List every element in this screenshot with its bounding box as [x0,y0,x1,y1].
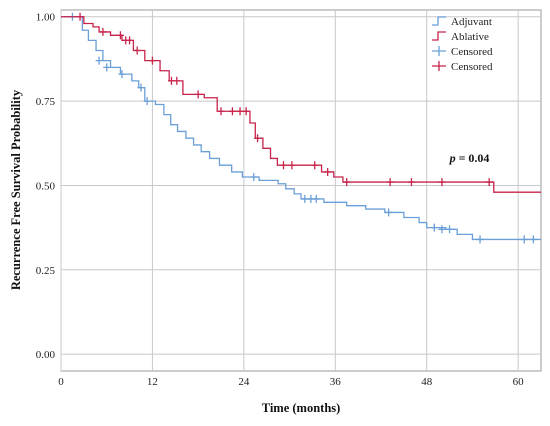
grid [60,10,541,371]
legend-label: Censored [451,61,493,73]
censor-mark [312,194,320,203]
plot-area [60,9,542,372]
censor-mark [485,178,493,187]
censor-mark [529,235,537,244]
censor-mark [194,90,202,99]
x-tick-label: 36 [330,376,342,388]
legend-item: Adjuvant [432,16,492,28]
censor-mark [279,161,287,170]
censor-mark [520,235,528,244]
censor-mark [143,97,151,106]
legend: Adjuvant Ablative Censored Censored [432,16,493,73]
censor-mark [343,178,351,187]
censor-mark [446,225,454,234]
censor-mark [311,161,319,170]
censor-mark [476,235,484,244]
censor-mark [236,107,244,116]
p-value-annotation: p = 0.04 [449,151,490,165]
censor-mark [173,76,181,85]
legend-label: Adjuvant [451,16,492,28]
series-ablative [61,12,541,193]
legend-swatch [432,31,446,41]
censor-mark [228,107,236,116]
legend-item: Censored [432,46,493,58]
y-tick-label: 1.00 [36,12,56,24]
censor-mark [95,56,103,65]
censor-mark [103,63,111,72]
x-tick-label: 48 [421,376,433,388]
legend-label: Censored [451,46,493,58]
censor-mark [217,107,225,116]
censor-mark [254,134,262,143]
censor-mark [385,208,393,217]
legend-label: Ablative [451,31,489,43]
censor-mark [118,70,126,79]
y-tick-label: 0.50 [36,180,56,192]
y-axis-title: Recurrence Free Survival Probability [9,89,23,290]
censor-mark [76,12,84,21]
survival-step-line [61,16,541,241]
censor-mark [148,56,156,65]
censor-mark [133,46,141,55]
censor-mark [242,107,250,116]
legend-swatch [432,61,446,71]
censor-mark [250,173,258,182]
censor-mark [301,194,309,203]
censor-mark [438,225,446,234]
p-value-text: = 0.04 [456,151,490,165]
censor-mark [126,36,134,45]
censor-mark [99,27,107,36]
censor-mark [137,83,145,92]
y-tick-label: 0.75 [36,96,56,108]
x-axis-title: Time (months) [262,401,341,415]
censor-mark [324,167,332,176]
tick-labels: 0 12 24 36 48 60 0.00 0.25 0.50 0.75 1.00 [36,12,524,388]
y-tick-label: 0.00 [36,349,56,361]
p-value-symbol: p [449,151,456,165]
censor-mark [430,223,438,232]
censor-mark [407,178,415,187]
x-tick-label: 60 [513,376,525,388]
legend-swatch [432,16,446,26]
series-adjuvant [61,12,541,244]
series-group [61,12,541,244]
censor-mark [288,161,296,170]
legend-item: Censored [432,61,493,73]
x-tick-label: 12 [147,376,158,388]
censor-mark [386,178,394,187]
legend-swatch [432,46,446,56]
y-tick-label: 0.25 [36,265,56,277]
censor-mark [116,31,124,40]
x-tick-label: 0 [58,376,64,388]
x-tick-label: 24 [238,376,250,388]
legend-item: Ablative [432,31,489,43]
censor-mark [438,178,446,187]
